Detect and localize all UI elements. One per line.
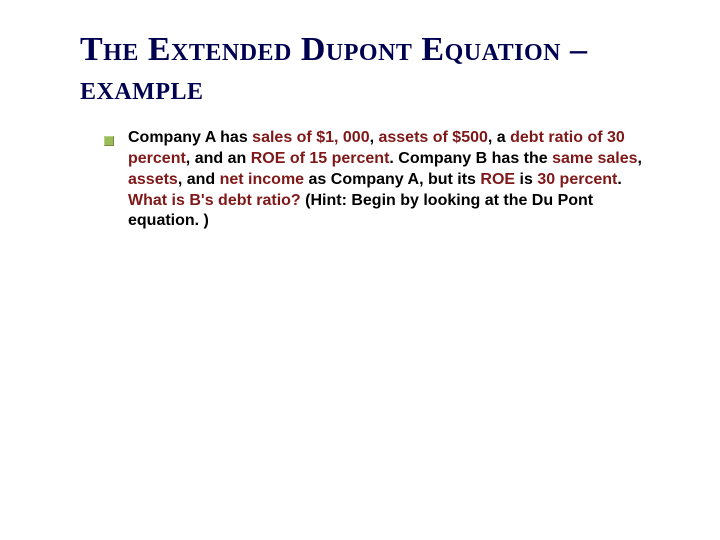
highlight-roe-b-value: 30 percent — [537, 171, 617, 188]
text-segment: . Company B has the — [389, 150, 552, 167]
bullet-icon — [104, 136, 114, 146]
highlight-roe-b-label: ROE — [480, 171, 515, 188]
text-segment: , — [638, 150, 642, 167]
highlight-roe-a: ROE of 15 percent — [251, 150, 390, 167]
highlight-sales: sales of $1, 000 — [252, 129, 369, 146]
text-segment: is — [515, 171, 537, 188]
text-segment: , and an — [186, 150, 251, 167]
text-segment: Company A has — [128, 129, 252, 146]
highlight-same: same — [552, 150, 593, 167]
text-segment: as Company A, but its — [304, 171, 480, 188]
slide: The Extended Dupont Equation – example C… — [0, 0, 720, 540]
highlight-question: What is B's debt ratio? — [128, 192, 301, 209]
highlight-assets: assets of $500 — [378, 129, 487, 146]
slide-title: The Extended Dupont Equation – example — [80, 30, 665, 108]
body-text: Company A has sales of $1, 000, assets o… — [128, 128, 658, 232]
text-segment: . — [617, 171, 621, 188]
text-segment: , a — [488, 129, 510, 146]
highlight-assets-b: assets — [128, 171, 178, 188]
body-container: Company A has sales of $1, 000, assets o… — [80, 128, 665, 232]
text-segment: , and — [178, 171, 220, 188]
highlight-sales-b: sales — [597, 150, 637, 167]
highlight-net-income: net income — [220, 171, 304, 188]
